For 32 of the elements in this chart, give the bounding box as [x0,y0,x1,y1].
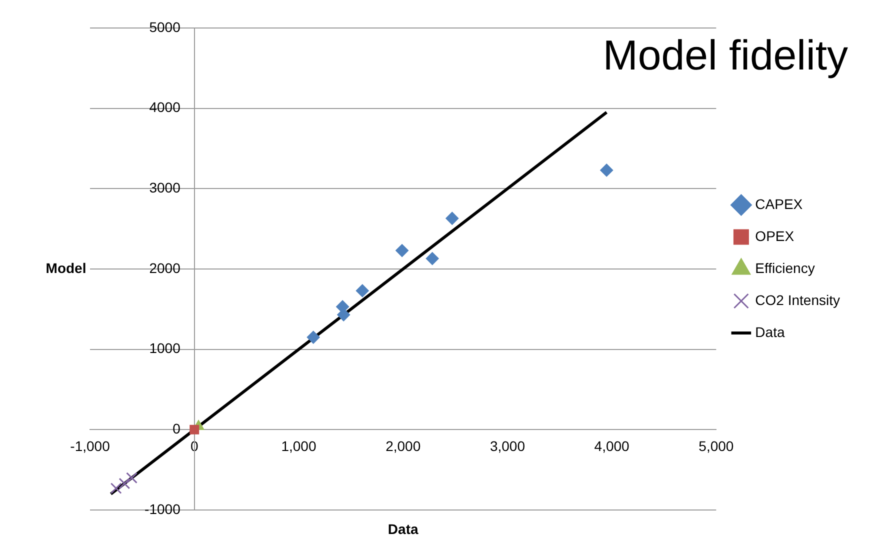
legend-label: Data [755,324,785,340]
point [110,482,122,494]
x-tick-label: 1,000 [281,438,316,454]
legend-label: OPEX [755,228,795,244]
point [446,212,459,225]
y-tick-label: 1000 [149,340,181,356]
x-tick-label: 4,000 [594,438,630,454]
point [356,284,369,298]
point [600,164,614,177]
y-tick-label: 4000 [149,99,181,116]
x-tick-label: 5,000 [698,438,734,454]
y-tick-label: 2000 [149,260,181,276]
legend-label: CO2 Intensity [755,292,840,308]
chart-title: Model fidelity [602,32,848,79]
point [337,308,350,322]
point [396,244,409,258]
point [118,478,130,490]
legend-label: Efficiency [755,260,815,276]
point [190,424,200,434]
y-tick-label: 0 [172,420,181,437]
x-tick-label: -1,000 [70,438,110,454]
x-tick-label: 2,000 [386,438,421,454]
point [306,330,320,344]
x-axis-title: Data [388,520,418,537]
x-tick-label: 3,000 [490,438,526,454]
point [426,252,439,266]
y-tick-label: 5000 [149,18,181,35]
y-tick-label: 3000 [149,180,181,196]
y-axis-title: Model [46,260,86,276]
point [126,472,138,484]
legend-label: CAPEX [755,196,804,212]
y-tick-label: -1000 [144,500,181,517]
